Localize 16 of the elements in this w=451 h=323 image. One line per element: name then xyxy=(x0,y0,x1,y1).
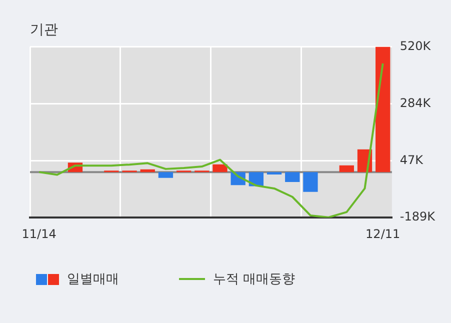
y-tick-label: 47K xyxy=(400,152,424,167)
bar xyxy=(303,172,318,192)
x-tick-label: 12/11 xyxy=(366,226,400,241)
legend-label: 누적 매매동향 xyxy=(213,271,296,288)
y-tick-label: 284K xyxy=(400,96,432,110)
bar xyxy=(376,46,390,172)
bar xyxy=(212,164,228,172)
chart-title: 기관 xyxy=(30,22,58,38)
bar xyxy=(158,172,174,178)
bar xyxy=(140,169,155,172)
bar xyxy=(339,165,354,172)
y-tick-label: 520K xyxy=(400,38,432,53)
y-tick-label: -189K xyxy=(400,210,436,224)
bar xyxy=(285,172,300,182)
x-tick-label: 11/14 xyxy=(22,226,56,241)
legend-label: 일별매매 xyxy=(67,271,119,288)
